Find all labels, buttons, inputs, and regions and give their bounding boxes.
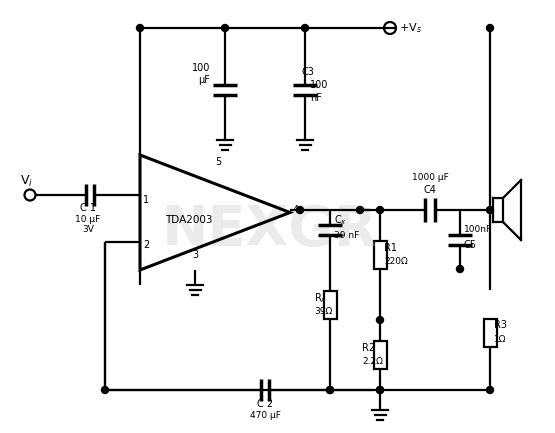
- Text: 100: 100: [310, 80, 329, 90]
- Text: R$_x$: R$_x$: [314, 291, 327, 305]
- Text: 1: 1: [143, 195, 149, 205]
- Circle shape: [457, 265, 463, 272]
- Text: 470 μF: 470 μF: [250, 411, 280, 420]
- Circle shape: [326, 387, 334, 394]
- Text: NEXGR: NEXGR: [162, 203, 378, 257]
- Text: 220Ω: 220Ω: [384, 258, 408, 266]
- Text: C$_x$: C$_x$: [334, 213, 347, 227]
- Text: R1: R1: [384, 243, 397, 253]
- Text: nF: nF: [310, 93, 322, 103]
- Circle shape: [221, 25, 229, 32]
- Text: 1Ω: 1Ω: [494, 335, 507, 344]
- Text: 100nF: 100nF: [464, 226, 492, 235]
- Text: 100: 100: [191, 63, 210, 73]
- Circle shape: [102, 387, 108, 394]
- Circle shape: [376, 387, 384, 394]
- Bar: [324, 291, 336, 319]
- Text: 3: 3: [192, 250, 198, 260]
- Circle shape: [487, 207, 493, 213]
- Text: 4: 4: [293, 205, 299, 215]
- Circle shape: [301, 25, 309, 32]
- Text: 2.2Ω: 2.2Ω: [362, 358, 383, 366]
- Bar: [483, 319, 497, 346]
- Circle shape: [137, 25, 144, 32]
- Text: 39Ω: 39Ω: [314, 307, 332, 317]
- Text: C3: C3: [302, 67, 315, 77]
- Circle shape: [487, 25, 493, 32]
- Circle shape: [487, 387, 493, 394]
- Text: C5: C5: [464, 240, 477, 250]
- Text: V$_i$: V$_i$: [21, 174, 33, 188]
- Text: 2: 2: [143, 240, 149, 250]
- Text: 3V: 3V: [82, 226, 94, 235]
- Circle shape: [356, 207, 364, 213]
- Text: μF: μF: [198, 75, 210, 85]
- Text: C4: C4: [423, 185, 436, 195]
- Circle shape: [376, 317, 384, 323]
- Circle shape: [376, 207, 384, 213]
- Circle shape: [376, 387, 384, 394]
- Text: 5: 5: [215, 157, 221, 167]
- Text: R3: R3: [494, 320, 507, 330]
- Text: +V$_s$: +V$_s$: [399, 21, 422, 35]
- Text: C 2: C 2: [257, 399, 273, 409]
- Text: 1000 μF: 1000 μF: [412, 172, 448, 181]
- Text: R2: R2: [362, 343, 375, 353]
- Bar: [374, 341, 386, 369]
- Text: 10 μF: 10 μF: [75, 214, 100, 223]
- Circle shape: [296, 207, 304, 213]
- Text: TDA2003: TDA2003: [165, 215, 213, 225]
- Circle shape: [326, 387, 334, 394]
- Text: 39 nF: 39 nF: [334, 230, 359, 239]
- Text: C 1: C 1: [80, 203, 96, 213]
- Bar: [374, 241, 386, 269]
